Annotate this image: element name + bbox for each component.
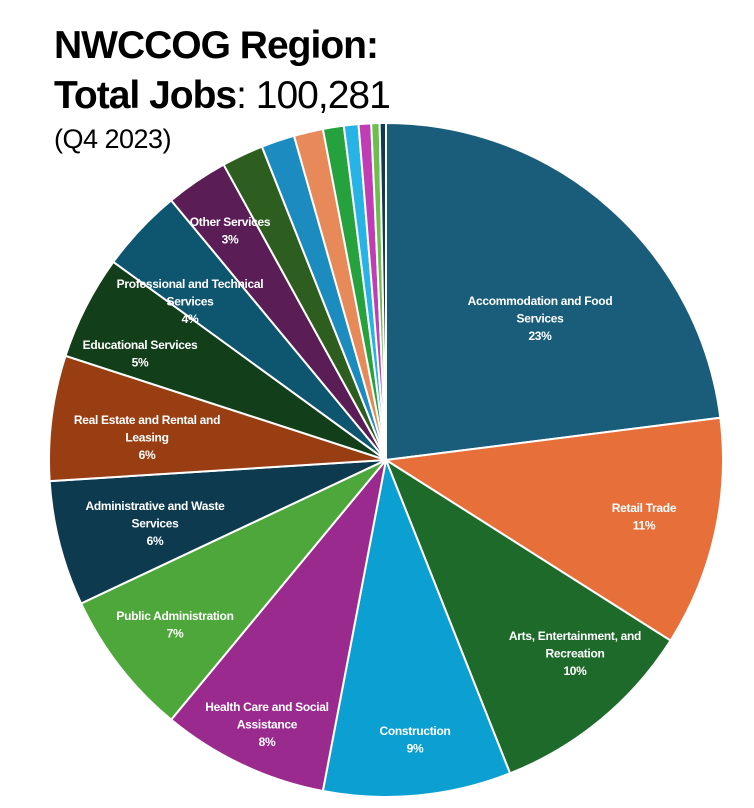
pie-slice-accommodation-and-food-services xyxy=(385,121,722,462)
pie-slice-health-care-and-social-assistance xyxy=(169,459,387,793)
data-label: Real Estate and Rental and Leasing 6% xyxy=(74,413,220,462)
data-label-category: Retail Trade xyxy=(612,501,677,515)
data-label-category: Arts, Entertainment, and xyxy=(509,629,641,643)
period-subtitle: (Q4 2023) xyxy=(54,124,172,154)
data-label-category: Administrative and Waste xyxy=(85,499,225,513)
pie-slice-administrative-and-waste-services xyxy=(48,459,387,605)
pie-slice-retail-trade xyxy=(383,416,724,642)
data-label-percent: 6% xyxy=(139,448,156,462)
data-label-category: Leasing xyxy=(125,431,168,445)
data-label: Professional and Technical Services 4% xyxy=(117,277,264,326)
data-label: Educational Services 5% xyxy=(83,338,198,370)
data-label: Administrative and Waste Services 6% xyxy=(85,499,225,548)
data-label-category: Assistance xyxy=(237,718,298,732)
data-label-category: Services xyxy=(167,295,215,309)
data-label-category: Services xyxy=(517,312,565,326)
data-label: Arts, Entertainment, and Recreation 10% xyxy=(509,629,641,678)
pie-slice-real-estate-and-rental-and-leasing xyxy=(48,354,387,483)
data-label-percent: 11% xyxy=(633,519,656,533)
data-label-category: Other Services xyxy=(190,215,271,229)
data-label-category: Public Administration xyxy=(116,609,233,623)
pie-slice-construction xyxy=(321,456,512,798)
data-label-percent: 6% xyxy=(147,534,164,548)
data-label-percent: 9% xyxy=(407,742,424,756)
pie-slice-18 xyxy=(378,121,387,461)
data-label-category: Professional and Technical xyxy=(117,277,264,291)
chart-title: NWCCOG Region: xyxy=(54,24,379,67)
data-label-category: Real Estate and Rental and xyxy=(74,413,220,427)
data-label-percent: 7% xyxy=(167,627,184,641)
data-label-percent: 3% xyxy=(222,233,239,247)
data-label-category: Services xyxy=(132,517,180,531)
data-label-category: Recreation xyxy=(545,647,604,661)
data-label-category: Accommodation and Food xyxy=(468,294,613,308)
data-label: Retail Trade 11% xyxy=(612,501,677,533)
data-label: Other Services 3% xyxy=(190,215,271,247)
data-label-category: Health Care and Social xyxy=(205,700,328,714)
total-jobs-separator: : xyxy=(236,74,256,117)
data-label-percent: 5% xyxy=(132,356,149,370)
data-label-category: Construction xyxy=(379,724,450,738)
data-label: Public Administration 7% xyxy=(116,609,233,641)
total-jobs-line: Total Jobs: 100,281 xyxy=(54,74,391,118)
data-label-category: Educational Services xyxy=(83,338,198,352)
data-label: Construction 9% xyxy=(379,724,450,756)
data-label-percent: 23% xyxy=(528,329,552,343)
total-jobs-value: 100,281 xyxy=(255,74,391,117)
pie-slice-public-administration xyxy=(79,459,387,722)
pie-slice-arts-entertainment-and-recreation xyxy=(383,457,672,775)
data-label: Accommodation and Food Services 23% xyxy=(468,294,613,343)
data-label-percent: 10% xyxy=(563,664,587,678)
data-label: Health Care and Social Assistance 8% xyxy=(205,700,328,749)
data-label-percent: 8% xyxy=(259,735,276,749)
total-jobs-label: Total Jobs xyxy=(54,74,237,117)
data-label-percent: 4% xyxy=(182,312,199,326)
